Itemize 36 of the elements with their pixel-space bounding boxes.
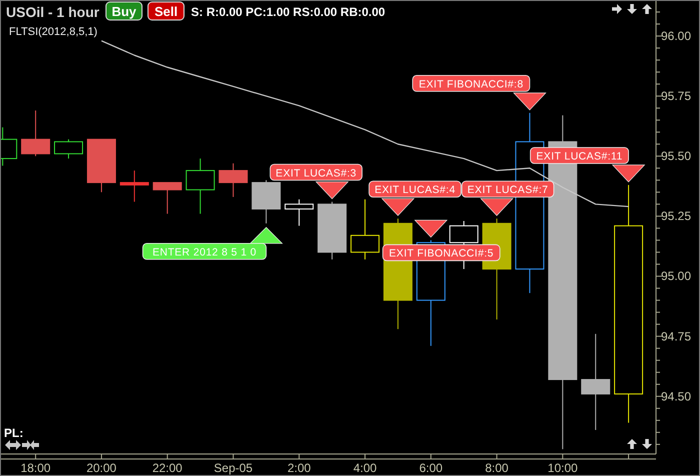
text: FLTSI(2012,8,5,1) bbox=[9, 26, 98, 38]
annotation: Buy bbox=[112, 4, 138, 19]
candlestick bbox=[120, 170, 149, 202]
line-series bbox=[100, 40, 630, 208]
x-tick-label: 18:00 bbox=[20, 461, 51, 475]
y-tick-label: 95.00 bbox=[661, 269, 692, 284]
candlestick bbox=[350, 198, 380, 260]
candlestick bbox=[614, 184, 644, 424]
x-tick-label: 2:00 bbox=[287, 461, 312, 475]
annotation: PL: bbox=[4, 426, 24, 440]
x-tick-label: 20:00 bbox=[86, 461, 117, 475]
candlestick bbox=[186, 158, 215, 214]
x-tick-label: 22:00 bbox=[152, 461, 183, 475]
x-tick-label: Sep-05 bbox=[214, 461, 253, 475]
annotation: EXIT LUCAS#:7 bbox=[467, 184, 548, 196]
annotation: EXIT LUCAS#:11 bbox=[536, 150, 623, 162]
x-tick-label: 6:00 bbox=[419, 461, 443, 475]
y-tick-label: 96.00 bbox=[661, 29, 692, 44]
annotation: EXIT FIBONACCI#:8 bbox=[418, 78, 524, 90]
y-tick-label: 95.25 bbox=[661, 209, 692, 224]
annotation: Sell bbox=[154, 4, 178, 19]
candlestick bbox=[581, 333, 610, 430]
y-tick-label: 95.75 bbox=[661, 89, 692, 104]
y-tick-label: 94.75 bbox=[661, 329, 692, 344]
y-tick-label: 95.50 bbox=[661, 149, 692, 164]
x-tick-label: 4:00 bbox=[353, 461, 378, 475]
candlestick bbox=[218, 162, 248, 198]
chart-title: USOil - 1 hour bbox=[6, 4, 100, 20]
y-tick-label: 94.50 bbox=[661, 389, 692, 404]
annotation: EXIT LUCAS#:4 bbox=[374, 184, 456, 196]
annotation: EXIT LUCAS#:3 bbox=[276, 167, 357, 180]
annotation: S: R:0.00 PC:1.00 RS:0.00 RB:0.00 bbox=[191, 5, 386, 19]
x-tick-label: 8:00 bbox=[485, 461, 509, 475]
annotation: ENTER 2012 8 5 1 0 bbox=[152, 246, 257, 258]
annotation: EXIT FIBONACCI#:5 bbox=[389, 248, 494, 260]
x-tick-label: 10:00 bbox=[548, 461, 578, 475]
